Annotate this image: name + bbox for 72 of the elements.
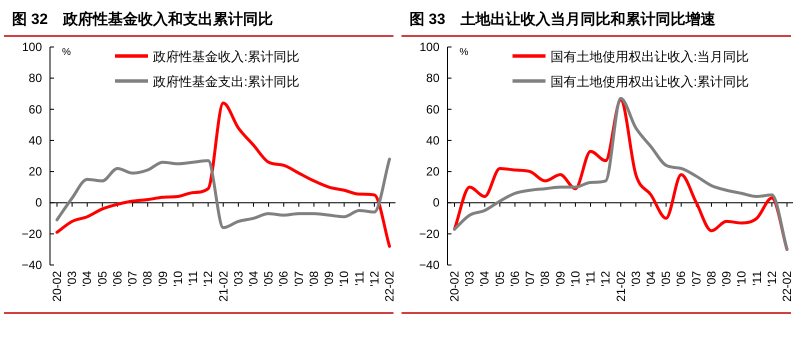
y-tick-label: −20 bbox=[22, 226, 42, 241]
x-tick-label: '08 bbox=[140, 270, 155, 287]
x-tick-label: 22-02 bbox=[382, 270, 396, 302]
x-tick-label: '03 bbox=[65, 270, 80, 287]
x-tick-label: '03 bbox=[462, 270, 477, 287]
x-tick-label: '07 bbox=[126, 270, 140, 287]
x-tick-label: '12 bbox=[367, 270, 382, 287]
y-tick-label: 80 bbox=[426, 71, 440, 86]
x-tick-label: '11 bbox=[352, 270, 366, 286]
y-tick-label: 20 bbox=[426, 164, 440, 179]
x-tick-label: '04 bbox=[80, 270, 94, 287]
x-tick-label: '08 bbox=[704, 270, 718, 287]
x-tick-label: '07 bbox=[523, 270, 538, 287]
x-tick-label: '07 bbox=[292, 270, 306, 287]
y-tick-label: 20 bbox=[28, 164, 42, 179]
x-tick-label: '08 bbox=[306, 270, 321, 287]
x-tick-label: '11 bbox=[584, 270, 598, 286]
x-tick-label: '04 bbox=[644, 270, 658, 287]
y-axis-title: % bbox=[460, 47, 468, 58]
y-tick-label: 40 bbox=[28, 133, 42, 148]
x-tick-label: '10 bbox=[734, 270, 749, 287]
line-series bbox=[56, 158, 391, 230]
y-tick-label: −40 bbox=[22, 258, 42, 272]
x-tick-label: '04 bbox=[246, 270, 260, 287]
legend-label: 政府性基金支出:累计同比 bbox=[153, 74, 300, 89]
x-tick-label: '12 bbox=[201, 270, 216, 287]
x-tick-label: '10 bbox=[170, 270, 185, 287]
x-tick-label: '10 bbox=[337, 270, 352, 287]
x-tick-label: '05 bbox=[262, 270, 276, 287]
x-tick-label: '04 bbox=[478, 270, 492, 287]
y-tick-label: 0 bbox=[432, 196, 440, 210]
x-tick-label: '11 bbox=[186, 270, 200, 286]
x-tick-label: '06 bbox=[674, 270, 688, 287]
x-tick-label: '05 bbox=[492, 270, 507, 287]
x-tick-label: '09 bbox=[720, 270, 734, 287]
y-tick-label: 60 bbox=[28, 102, 42, 116]
x-tick-label: 22-02 bbox=[780, 270, 794, 302]
y-tick-label: 80 bbox=[28, 71, 42, 86]
line-series bbox=[56, 102, 391, 248]
x-tick-label: '05 bbox=[95, 270, 110, 287]
x-tick-label: '05 bbox=[659, 270, 674, 287]
x-tick-label: 20-02 bbox=[50, 270, 64, 302]
x-tick-label: '03 bbox=[231, 270, 246, 287]
x-tick-label: 21-02 bbox=[614, 270, 628, 302]
y-axis-title: % bbox=[62, 47, 71, 58]
x-tick-label: '10 bbox=[568, 270, 582, 287]
x-tick-label: '08 bbox=[538, 270, 552, 287]
y-tick-label: 100 bbox=[419, 40, 440, 54]
y-tick-label: 0 bbox=[35, 196, 42, 210]
x-tick-label: '09 bbox=[156, 270, 170, 287]
x-tick-label: '03 bbox=[628, 270, 643, 287]
chart-title: 图 33 土地出让收入当月同比和累计同比增速 bbox=[410, 11, 716, 28]
x-tick-label: '09 bbox=[322, 270, 336, 287]
y-tick-label: −40 bbox=[419, 258, 440, 272]
x-tick-label: '07 bbox=[689, 270, 704, 287]
chart-title: 图 32 政府性基金收入和支出累计同比 bbox=[12, 10, 273, 28]
y-tick-label: 40 bbox=[426, 133, 440, 148]
x-tick-label: '12 bbox=[598, 270, 613, 287]
x-tick-label: '06 bbox=[110, 270, 124, 287]
x-tick-label: '12 bbox=[764, 270, 779, 287]
y-tick-label: 100 bbox=[22, 40, 42, 54]
y-tick-label: −20 bbox=[419, 226, 440, 241]
x-tick-label: 20-02 bbox=[448, 270, 462, 302]
x-tick-label: '06 bbox=[508, 270, 522, 287]
y-tick-label: 60 bbox=[426, 102, 440, 116]
x-tick-label: '11 bbox=[750, 270, 764, 286]
x-tick-label: '09 bbox=[553, 270, 568, 287]
legend-label: 国有土地使用权出让收入:当月同比 bbox=[550, 49, 750, 64]
x-tick-label: 21-02 bbox=[216, 270, 230, 302]
x-tick-label: '06 bbox=[276, 270, 291, 287]
legend-label: 政府性基金收入:累计同比 bbox=[153, 49, 300, 64]
legend-label: 国有土地使用权出让收入:累计同比 bbox=[550, 74, 750, 89]
